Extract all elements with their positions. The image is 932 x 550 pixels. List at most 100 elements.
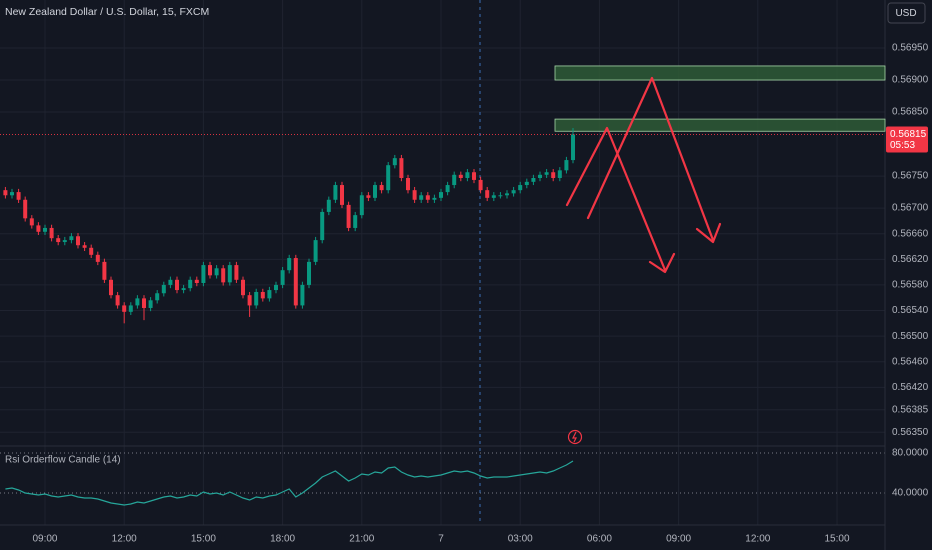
arrow-head <box>695 222 722 244</box>
candle-body <box>544 172 549 175</box>
candle-body <box>155 293 160 301</box>
candle-body <box>439 192 444 198</box>
candle-body <box>135 298 140 306</box>
zone <box>554 65 886 81</box>
candle-body <box>366 195 371 198</box>
candle-body <box>432 197 437 200</box>
candle-body <box>359 195 364 216</box>
candle-body <box>333 185 338 200</box>
candle-body <box>241 279 246 296</box>
candle-body <box>511 190 516 194</box>
candle-body <box>9 192 14 196</box>
candle-body <box>478 179 483 191</box>
y-tick-label: 0.56500 <box>892 331 929 342</box>
candle-body <box>161 284 166 294</box>
candle-body <box>148 300 153 308</box>
y-tick-label: 0.56580 <box>892 280 929 291</box>
arrow-head <box>648 252 676 274</box>
indicator-name: Rsi Orderflow Candle (14) <box>5 455 121 466</box>
candle-body <box>168 279 173 285</box>
last-price-label: 0.56815 <box>890 129 927 140</box>
candle-body <box>353 215 358 228</box>
y-tick-label: 0.56620 <box>892 254 929 265</box>
alert-icon-bolt <box>572 431 577 443</box>
y-tick-label: 0.56700 <box>892 203 929 214</box>
x-tick-label: 21:00 <box>349 534 374 545</box>
y-tick-label: 0.56660 <box>892 228 929 239</box>
candle-body <box>247 295 252 306</box>
candle-body <box>69 236 74 241</box>
candle-body <box>16 192 21 200</box>
alert-icon[interactable] <box>567 429 583 445</box>
candle-body <box>128 305 133 312</box>
y-tick-label: 0.56950 <box>892 43 929 54</box>
candle-body <box>557 170 562 178</box>
candle-body <box>386 165 391 191</box>
candle-body <box>307 261 312 285</box>
candle-body <box>56 238 61 243</box>
candle-body <box>42 227 47 232</box>
last-price-tag <box>886 126 928 153</box>
x-tick-label: 12:00 <box>112 534 137 545</box>
arrow-path <box>586 76 715 242</box>
x-tick-label: 15:00 <box>825 534 850 545</box>
grid <box>0 0 885 525</box>
candle-body <box>95 254 100 262</box>
y-tick-label: 0.56540 <box>892 305 929 316</box>
y-tick-label: 0.56750 <box>892 171 929 182</box>
candle-body <box>531 178 536 182</box>
arrows <box>565 76 722 274</box>
candle-body <box>188 279 193 289</box>
currency-button[interactable] <box>887 2 926 24</box>
candle-body <box>452 174 457 186</box>
rsi-tick-label: 80.0000 <box>892 448 929 459</box>
y-tick-label: 0.56460 <box>892 356 929 367</box>
candle-body <box>538 174 543 178</box>
candle-body <box>254 291 259 306</box>
x-tick-label: 09:00 <box>666 534 691 545</box>
candle-body <box>458 174 463 178</box>
candle-body <box>340 185 345 205</box>
zones <box>554 65 886 132</box>
candle-body <box>313 240 318 262</box>
candle-body <box>419 195 424 200</box>
zone <box>554 118 886 132</box>
y-tick-label: 0.56900 <box>892 75 929 86</box>
x-tick-label: 09:00 <box>32 534 57 545</box>
candle-body <box>267 290 272 299</box>
x-tick-label: 12:00 <box>745 534 770 545</box>
candle-body <box>221 268 226 283</box>
candle-body <box>102 261 107 280</box>
candle-body <box>406 178 411 191</box>
candle-body <box>472 172 477 180</box>
candle-body <box>122 305 127 312</box>
candle-body <box>491 195 496 198</box>
candle-body <box>412 190 417 200</box>
candle-body <box>62 240 67 243</box>
x-tick-label: 06:00 <box>587 534 612 545</box>
candle-body <box>379 185 384 191</box>
candle-body <box>399 158 404 178</box>
candle-body <box>49 227 54 239</box>
candle-body <box>109 279 114 296</box>
candle-body <box>293 258 298 306</box>
candle-body <box>326 199 331 212</box>
y-tick-label: 0.56420 <box>892 382 929 393</box>
rsi-line <box>5 460 574 506</box>
x-tick-label: 15:00 <box>191 534 216 545</box>
candle-body <box>208 265 213 276</box>
candle-body <box>392 158 397 166</box>
candle-body <box>201 265 206 284</box>
chart-title: New Zealand Dollar / U.S. Dollar, 15, FX… <box>5 6 209 18</box>
candle-body <box>445 185 450 193</box>
candle-body <box>498 195 503 197</box>
candle-body <box>260 291 265 299</box>
candle-body <box>89 247 94 255</box>
candle-body <box>485 190 490 198</box>
candle-body <box>320 211 325 241</box>
candle-body <box>551 172 556 178</box>
candle-body <box>227 265 232 283</box>
candle-body <box>524 181 529 186</box>
candle-body <box>142 298 147 308</box>
